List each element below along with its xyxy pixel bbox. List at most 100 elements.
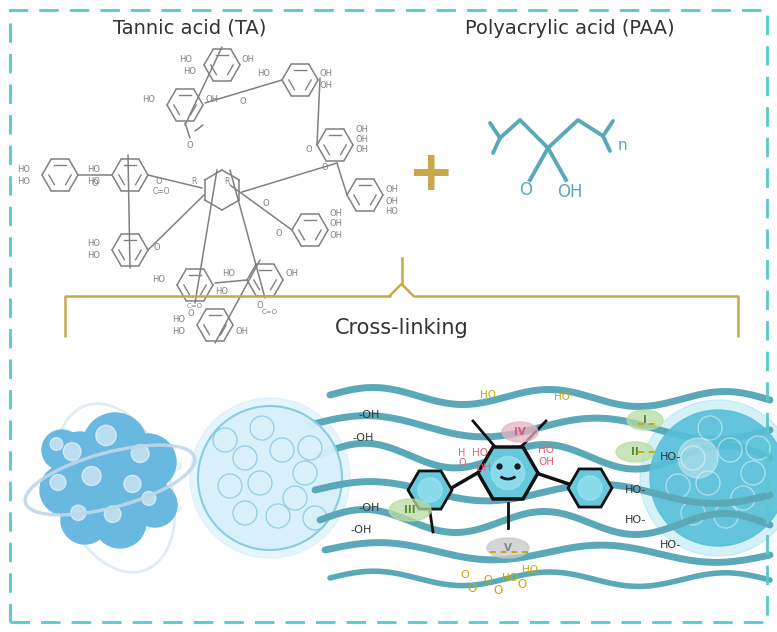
Circle shape bbox=[640, 400, 777, 556]
Text: OH: OH bbox=[385, 185, 398, 193]
Text: C=O: C=O bbox=[187, 303, 203, 309]
Text: O: O bbox=[493, 583, 503, 597]
Text: O: O bbox=[92, 178, 99, 188]
Text: OH: OH bbox=[330, 231, 343, 241]
Circle shape bbox=[50, 437, 63, 451]
Ellipse shape bbox=[83, 441, 153, 459]
Text: OH: OH bbox=[330, 209, 343, 219]
Circle shape bbox=[63, 442, 81, 461]
Circle shape bbox=[83, 413, 147, 477]
Text: HO-: HO- bbox=[660, 452, 681, 462]
Ellipse shape bbox=[616, 442, 654, 462]
Text: O: O bbox=[275, 229, 282, 238]
Text: HO: HO bbox=[554, 392, 570, 402]
Circle shape bbox=[52, 432, 108, 488]
Text: HO: HO bbox=[172, 315, 185, 324]
Text: HO: HO bbox=[152, 274, 165, 284]
Text: HO: HO bbox=[222, 269, 235, 279]
Circle shape bbox=[198, 406, 342, 550]
Text: O: O bbox=[458, 458, 466, 468]
Text: HO-: HO- bbox=[625, 485, 646, 495]
Circle shape bbox=[61, 496, 109, 544]
Ellipse shape bbox=[487, 538, 529, 558]
Ellipse shape bbox=[133, 502, 181, 515]
Text: O: O bbox=[461, 570, 469, 580]
Text: OH: OH bbox=[538, 457, 554, 467]
Text: O: O bbox=[239, 97, 246, 107]
Circle shape bbox=[113, 465, 167, 519]
Text: HO: HO bbox=[215, 286, 228, 296]
Text: HO: HO bbox=[183, 66, 196, 75]
Text: HO: HO bbox=[87, 176, 100, 186]
Text: OH: OH bbox=[475, 463, 491, 473]
Circle shape bbox=[131, 445, 149, 463]
Circle shape bbox=[42, 430, 82, 470]
Ellipse shape bbox=[627, 410, 663, 430]
Text: HO-: HO- bbox=[625, 515, 646, 525]
Circle shape bbox=[120, 434, 176, 490]
Ellipse shape bbox=[389, 499, 431, 521]
Text: HO: HO bbox=[17, 176, 30, 186]
Text: I: I bbox=[643, 415, 647, 425]
Text: HO: HO bbox=[522, 565, 538, 575]
Circle shape bbox=[492, 456, 524, 490]
Ellipse shape bbox=[52, 456, 113, 473]
Circle shape bbox=[96, 425, 117, 446]
Text: -OH: -OH bbox=[358, 503, 379, 513]
Text: OH: OH bbox=[557, 183, 583, 201]
Text: -OH: -OH bbox=[350, 525, 371, 535]
Circle shape bbox=[70, 455, 130, 515]
Circle shape bbox=[94, 496, 146, 548]
Circle shape bbox=[104, 506, 121, 523]
Text: OH: OH bbox=[320, 70, 333, 78]
Ellipse shape bbox=[502, 422, 538, 442]
Text: O: O bbox=[186, 140, 193, 150]
Ellipse shape bbox=[113, 488, 172, 504]
Text: HO: HO bbox=[257, 70, 270, 78]
Ellipse shape bbox=[42, 447, 86, 459]
Text: O: O bbox=[256, 301, 263, 310]
Text: II: II bbox=[631, 447, 639, 457]
Circle shape bbox=[50, 475, 66, 490]
Text: Cross-linking: Cross-linking bbox=[335, 318, 469, 338]
Text: OH: OH bbox=[385, 197, 398, 205]
Text: H: H bbox=[458, 448, 465, 458]
Text: O: O bbox=[517, 578, 527, 590]
Text: +: + bbox=[406, 148, 453, 202]
Circle shape bbox=[40, 465, 90, 515]
Text: HO: HO bbox=[480, 390, 496, 400]
Text: O: O bbox=[520, 181, 532, 199]
Text: n: n bbox=[618, 138, 628, 154]
Text: R: R bbox=[191, 178, 197, 186]
Text: -OH: -OH bbox=[352, 433, 374, 443]
Text: Polyacrylic acid (PAA): Polyacrylic acid (PAA) bbox=[465, 18, 674, 37]
Text: OH: OH bbox=[355, 125, 368, 133]
Text: OH: OH bbox=[285, 269, 298, 279]
Ellipse shape bbox=[120, 458, 182, 475]
Text: IV: IV bbox=[514, 427, 526, 437]
Text: OH: OH bbox=[355, 145, 368, 154]
Circle shape bbox=[578, 476, 602, 500]
Text: III: III bbox=[404, 505, 416, 515]
Text: O: O bbox=[156, 176, 162, 186]
Text: HO: HO bbox=[17, 164, 30, 174]
Text: HO: HO bbox=[87, 252, 100, 260]
Text: O: O bbox=[305, 145, 312, 154]
Circle shape bbox=[650, 410, 777, 546]
Text: O: O bbox=[322, 164, 329, 173]
Circle shape bbox=[82, 466, 101, 485]
Text: HO: HO bbox=[87, 164, 100, 174]
Text: R: R bbox=[225, 178, 230, 186]
Text: C=O: C=O bbox=[153, 186, 170, 195]
Text: O: O bbox=[468, 581, 476, 595]
Text: HO: HO bbox=[385, 207, 398, 216]
Text: O: O bbox=[263, 198, 270, 207]
Text: OH: OH bbox=[242, 54, 255, 63]
Ellipse shape bbox=[61, 516, 113, 531]
Circle shape bbox=[678, 438, 718, 478]
Ellipse shape bbox=[70, 480, 136, 499]
Text: O: O bbox=[153, 243, 159, 252]
Text: C=O: C=O bbox=[262, 309, 278, 315]
Text: HO: HO bbox=[179, 54, 192, 63]
Text: HO: HO bbox=[538, 445, 554, 455]
